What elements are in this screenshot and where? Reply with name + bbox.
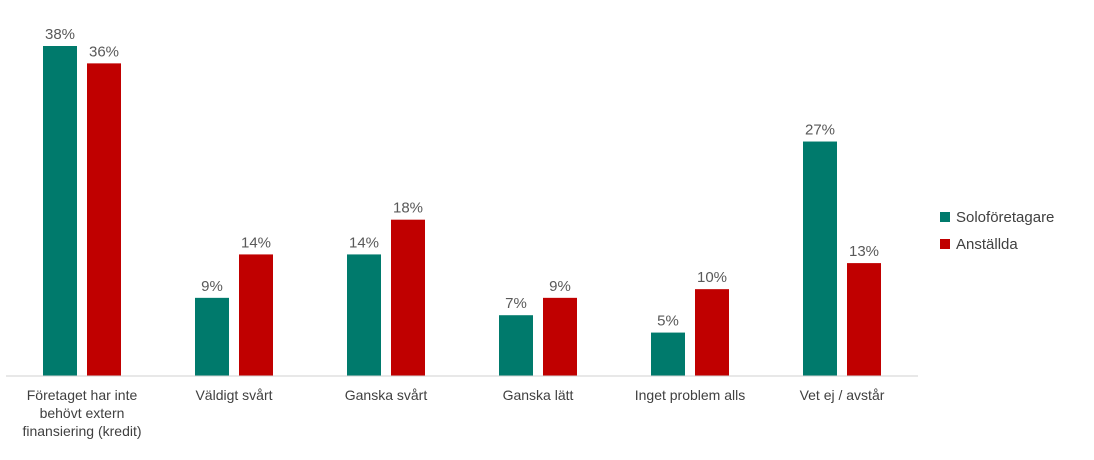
bar-solo-1: [195, 297, 229, 376]
category-label-line: Väldigt svårt: [195, 387, 272, 403]
bar-solo-0: [43, 46, 77, 376]
category-label: Vet ej / avstår: [800, 387, 885, 403]
data-label: 13%: [849, 243, 879, 260]
data-label: 27%: [805, 122, 835, 139]
data-label: 7%: [505, 295, 527, 312]
category-label-line: Inget problem alls: [635, 387, 746, 403]
category-label-line: behövt extern: [40, 405, 125, 421]
bar-anstallda-5: [847, 263, 881, 376]
bar-solo-5: [803, 141, 837, 376]
bar-anstallda-0: [87, 63, 121, 377]
bar-anstallda-1: [239, 254, 273, 376]
data-label: 9%: [549, 278, 571, 295]
data-label: 9%: [201, 278, 223, 295]
legend-swatch: [940, 212, 950, 222]
data-label: 14%: [349, 234, 379, 251]
data-label: 14%: [241, 234, 271, 251]
value-labels-layer: 38% 36% 9% 14% 14% 18% 7% 9% 5% 10% 27% 13%: [45, 26, 879, 330]
bar-anstallda-2: [391, 219, 425, 376]
category-label-line: Ganska svårt: [345, 387, 428, 403]
category-label: Ganska lätt: [503, 387, 574, 403]
bars-layer: [43, 46, 881, 377]
category-labels-layer: Företaget har inte behövt extern finansier…: [22, 387, 884, 439]
legend-swatch: [940, 239, 950, 249]
data-label: 18%: [393, 200, 423, 217]
category-label: Ganska svårt: [345, 387, 428, 403]
category-label: Väldigt svårt: [195, 387, 272, 403]
category-label-line: Ganska lätt: [503, 387, 574, 403]
bar-anstallda-3: [543, 297, 577, 376]
category-label: Företaget har inte behövt extern finansier…: [22, 387, 141, 439]
legend-label: Anställda: [956, 236, 1018, 253]
category-label-line: Vet ej / avstår: [800, 387, 885, 403]
category-label: Inget problem alls: [635, 387, 746, 403]
data-label: 10%: [697, 269, 727, 286]
legend-label: Soloföretagare: [956, 209, 1054, 226]
bar-solo-3: [499, 315, 533, 376]
legend: Soloföretagare Anställda: [940, 209, 1054, 253]
bar-solo-2: [347, 254, 381, 376]
data-label: 36%: [89, 43, 119, 60]
data-label: 5%: [657, 313, 679, 330]
category-label-line: finansiering (kredit): [22, 423, 141, 439]
bar-solo-4: [651, 332, 685, 376]
category-label-line: Företaget har inte: [27, 387, 138, 403]
bar-anstallda-4: [695, 289, 729, 376]
data-label: 38%: [45, 26, 75, 43]
